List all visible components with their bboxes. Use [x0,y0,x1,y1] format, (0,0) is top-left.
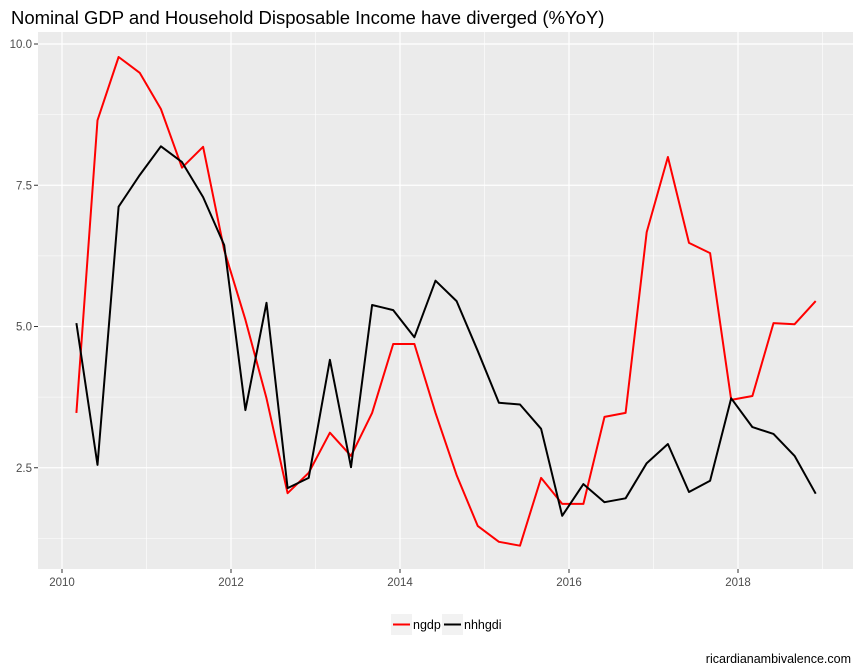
legend-label: ngdp [413,618,441,632]
credit-text: ricardianambivalence.com [706,652,851,666]
legend-item-nhhgdi: nhhgdi [442,614,502,635]
x-axis: 2010 2012 2014 2016 2018 [49,569,751,589]
plot-panel [38,32,853,569]
x-tick-label: 2014 [387,577,413,589]
series-line-nhhgdi [75,145,817,517]
x-tick-label: 2016 [556,577,582,589]
y-tick-label: 5.0 [16,322,32,334]
y-tick-label: 10.0 [10,39,32,51]
legend: ngdp nhhgdi [391,614,502,635]
series-line-ngdp [75,56,817,547]
legend-label: nhhgdi [464,618,502,632]
x-tick-label: 2010 [49,577,75,589]
series-layer [75,56,817,547]
y-tick-label: 2.5 [16,463,32,475]
x-tick-label: 2012 [218,577,244,589]
minor-gridlines [38,32,853,569]
x-tick-label: 2018 [725,577,751,589]
chart-title: Nominal GDP and Household Disposable Inc… [11,7,604,28]
legend-item-ngdp: ngdp [391,614,441,635]
y-axis: 2.5 5.0 7.5 10.0 [10,39,38,475]
y-tick-label: 7.5 [16,180,32,192]
major-gridlines [38,32,853,569]
